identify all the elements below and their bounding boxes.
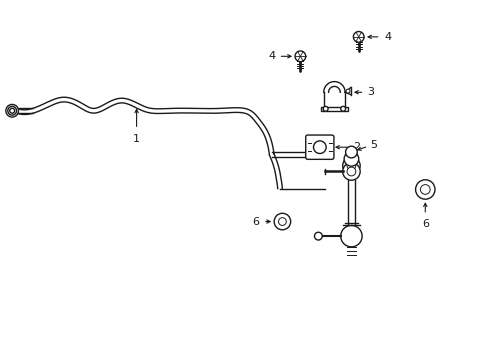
Circle shape bbox=[6, 104, 19, 117]
Text: 4: 4 bbox=[267, 51, 275, 61]
Text: 1: 1 bbox=[133, 134, 140, 144]
Circle shape bbox=[346, 167, 355, 176]
Circle shape bbox=[278, 218, 285, 225]
Text: 5: 5 bbox=[369, 140, 376, 150]
Circle shape bbox=[313, 141, 325, 153]
Circle shape bbox=[8, 106, 17, 115]
Text: 6: 6 bbox=[252, 217, 259, 226]
Circle shape bbox=[353, 32, 363, 42]
Text: 6: 6 bbox=[421, 219, 428, 229]
Circle shape bbox=[345, 146, 357, 158]
Circle shape bbox=[340, 225, 362, 247]
Circle shape bbox=[344, 152, 358, 166]
FancyBboxPatch shape bbox=[305, 135, 333, 159]
Circle shape bbox=[314, 232, 322, 240]
Circle shape bbox=[342, 157, 360, 174]
Circle shape bbox=[346, 89, 349, 93]
Circle shape bbox=[346, 161, 355, 170]
Circle shape bbox=[340, 106, 345, 111]
Circle shape bbox=[274, 213, 290, 230]
Circle shape bbox=[342, 163, 360, 180]
Circle shape bbox=[415, 180, 434, 199]
Text: 2: 2 bbox=[352, 142, 359, 152]
Bar bbox=[321, 107, 347, 111]
Circle shape bbox=[294, 51, 305, 62]
Text: 4: 4 bbox=[383, 32, 390, 42]
Circle shape bbox=[10, 108, 15, 113]
Text: 3: 3 bbox=[366, 87, 373, 97]
Circle shape bbox=[323, 106, 327, 111]
Circle shape bbox=[420, 185, 429, 194]
